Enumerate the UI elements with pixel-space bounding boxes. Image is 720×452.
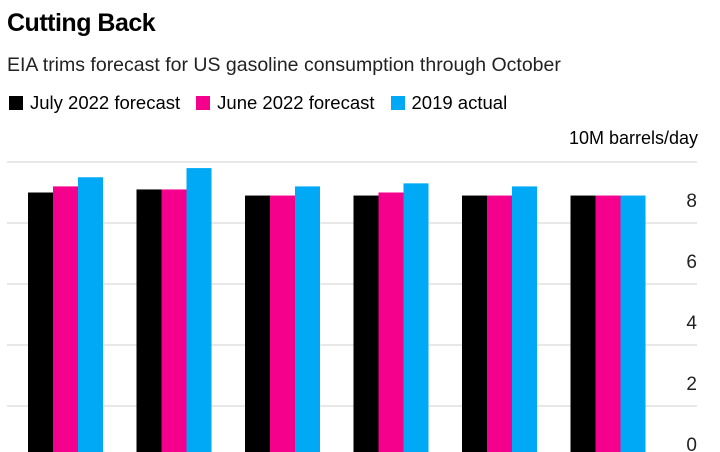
legend-swatch: [196, 96, 211, 110]
bar-july-2022-forecast: [136, 189, 162, 452]
legend-label: June 2022 forecast: [217, 92, 375, 113]
legend-item-2019: 2019 actual: [390, 92, 508, 114]
bar-july-2022-forecast: [462, 195, 487, 452]
chart-subtitle: EIA trims forecast for US gasoline consu…: [7, 54, 561, 76]
bar-2019-actual: [512, 186, 537, 452]
legend-item-june: June 2022 forecast: [196, 92, 375, 114]
bar-2019-actual: [186, 168, 212, 452]
y-tick-label: 6: [686, 252, 697, 273]
y-tick-label: 2: [686, 374, 697, 395]
legend-item-july: July 2022 forecast: [9, 92, 180, 114]
bar-july-2022-forecast: [28, 192, 53, 452]
legend-label: 2019 actual: [411, 92, 508, 113]
bar-2019-actual: [78, 177, 103, 452]
bar-july-2022-forecast: [245, 195, 270, 452]
legend-label: July 2022 forecast: [30, 92, 181, 113]
bar-june-2022-forecast: [595, 195, 621, 452]
bar-2019-actual: [403, 183, 429, 452]
y-tick-label: 8: [686, 191, 697, 212]
y-axis-unit-label: 10M barrels/day: [568, 128, 698, 148]
y-tick-label: 0: [686, 435, 697, 452]
chart-title: Cutting Back: [7, 9, 156, 37]
bar-2019-actual: [620, 195, 646, 452]
bar-june-2022-forecast: [378, 192, 404, 452]
bar-july-2022-forecast: [353, 195, 379, 452]
bar-2019-actual: [295, 186, 320, 452]
bar-june-2022-forecast: [487, 195, 512, 452]
legend-swatch: [390, 96, 405, 110]
legend: July 2022 forecast June 2022 forecast 20…: [9, 92, 507, 114]
bar-july-2022-forecast: [570, 195, 596, 452]
bar-june-2022-forecast: [53, 186, 78, 452]
legend-swatch: [9, 96, 23, 110]
bar-june-2022-forecast: [270, 195, 295, 452]
bar-june-2022-forecast: [161, 189, 187, 452]
y-tick-label: 4: [686, 313, 697, 334]
